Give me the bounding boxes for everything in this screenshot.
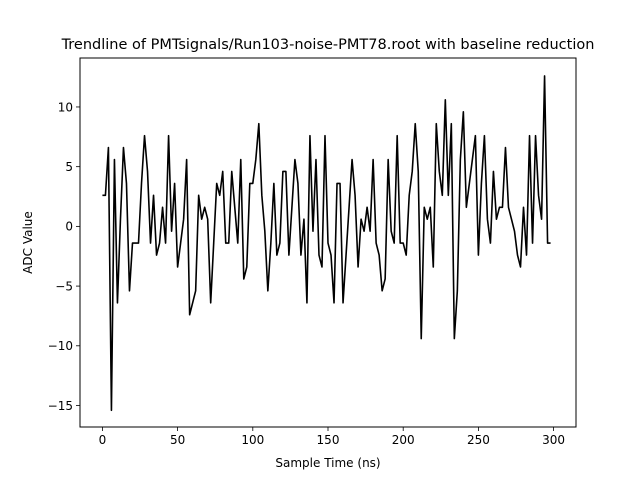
chart-title: Trendline of PMTsignals/Run103-noise-PMT… [61, 37, 595, 53]
x-axis-label: Sample Time (ns) [275, 456, 380, 470]
y-tick-label: 10 [58, 100, 73, 114]
y-tick-label: 5 [65, 160, 73, 174]
series-line [102, 75, 551, 412]
axes-frame [79, 57, 577, 428]
plot-area [102, 75, 551, 412]
x-tick-label: 150 [317, 433, 340, 447]
y-tick-label: −15 [48, 399, 73, 413]
x-tick-label: 50 [170, 433, 185, 447]
y-tick-label: −10 [48, 339, 73, 353]
x-tick-label: 200 [392, 433, 415, 447]
y-axis-label: ADC Value [21, 211, 35, 274]
x-tick-label: 0 [99, 433, 107, 447]
axis-ticks: 0 50 100 150 200 250 300 −15 −10 −5 0 5 10 [48, 100, 565, 447]
y-tick-label: 0 [65, 220, 73, 234]
x-tick-label: 100 [241, 433, 264, 447]
x-tick-label: 250 [467, 433, 490, 447]
x-tick-label: 300 [542, 433, 565, 447]
y-tick-label: −5 [55, 279, 73, 293]
